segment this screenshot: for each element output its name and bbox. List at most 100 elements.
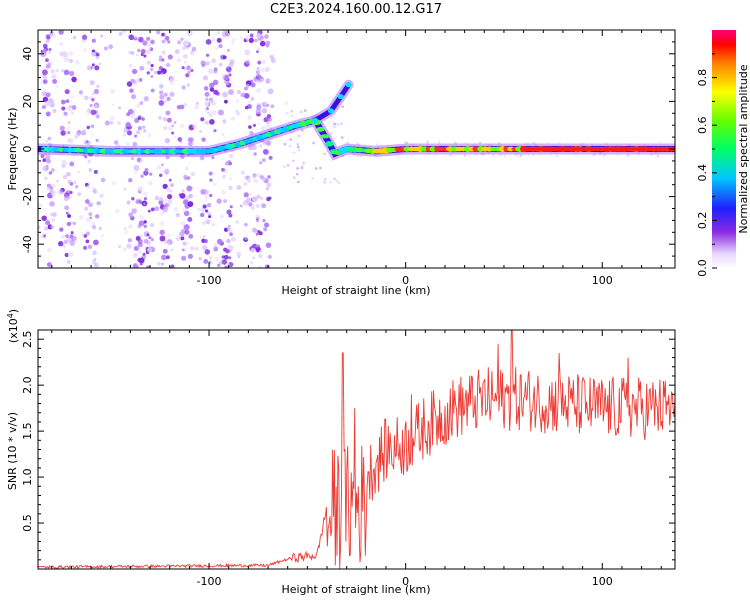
spectrogram-noise-point: [227, 244, 234, 251]
spectrogram-noise-point: [181, 66, 185, 70]
spectrogram-noise-point: [264, 222, 270, 228]
spectrogram-noise-point: [45, 63, 51, 69]
spectrogram-noise-point: [519, 154, 523, 157]
spectrogram-noise-point: [248, 192, 252, 196]
spectrogram-noise-point: [286, 164, 290, 167]
spectrogram-noise-point: [245, 83, 250, 88]
spectrogram-noise-point: [143, 129, 147, 133]
spectrogram-noise-point: [219, 260, 223, 265]
spectrogram-noise-point: [195, 101, 199, 105]
spectrogram-noise-point: [228, 73, 232, 77]
spectrogram-noise-point: [93, 262, 99, 268]
spectrogram-noise-point: [319, 166, 322, 170]
spectrogram-noise-point: [146, 265, 150, 268]
spectrogram-noise-point: [160, 221, 165, 226]
spectrogram-noise-point: [240, 170, 245, 175]
spectrogram-noise-point: [45, 164, 49, 168]
spectrogram-noise-point: [249, 33, 254, 38]
spectrogram-noise-point: [139, 159, 144, 163]
spectrogram-noise-point: [48, 171, 53, 175]
spectrogram-noise-point: [169, 91, 175, 97]
spectrogram-noise-point: [180, 221, 186, 226]
spectrogram-noise-point: [292, 151, 296, 154]
spectrogram-noise-point: [256, 194, 261, 199]
spectrogram-noise-point: [66, 259, 71, 264]
spectrogram-noise-point: [138, 200, 143, 204]
spectrogram-noise-point: [236, 251, 242, 257]
spectrogram-noise-point: [94, 104, 98, 108]
spectrogram-noise-point: [38, 202, 43, 209]
spectrogram-noise-point: [226, 65, 230, 69]
spectrogram-noise-point: [174, 135, 177, 139]
spectrogram-noise-point: [603, 153, 607, 157]
spectrogram-noise-point: [45, 111, 51, 117]
spectrogram-noise-point: [213, 243, 219, 249]
spectrogram-noise-point: [330, 115, 334, 119]
spectrogram-noise-point: [60, 234, 66, 239]
spectrogram-noise-point: [216, 238, 223, 245]
spectrogram-noise-point: [74, 134, 79, 140]
spectrogram-noise-point: [203, 86, 209, 91]
spectrogram-noise-point: [95, 138, 99, 142]
spectrogram-noise-point: [143, 54, 147, 58]
spectrogram-noise-point: [303, 109, 307, 112]
spectrogram-noise-point: [84, 199, 90, 204]
spectrogram-noise-point: [131, 208, 137, 214]
spectrogram-noise-point: [186, 185, 193, 192]
spectrogram-noise-point: [148, 236, 152, 240]
spectrogram-noise-point: [134, 171, 138, 175]
spectrogram-noise-point: [128, 178, 133, 183]
spectrogram-noise-point: [123, 227, 127, 231]
spectrogram-noise-point: [186, 30, 193, 36]
spectrogram-noise-point: [341, 105, 344, 108]
spectrogram-noise-point: [40, 235, 44, 239]
spectrogram-noise-point: [184, 229, 190, 235]
spectrogram-noise-point: [150, 75, 154, 78]
colorbar-tick-label: 0.2: [696, 212, 709, 230]
spectrogram-noise-point: [179, 104, 185, 110]
spectrogram-noise-point: [267, 254, 272, 259]
spectrogram-noise-point: [78, 215, 84, 220]
spectrogram-noise-point: [208, 99, 214, 104]
spectrogram-noise-point: [67, 131, 71, 135]
spectrogram-noise-point: [216, 31, 221, 35]
spectrogram-noise-point: [58, 189, 64, 195]
spectrogram-panel: -100 0 100 -40 -20 0 20 40 Height of straight …: [6, 29, 676, 297]
spectrogram-noise-point: [253, 123, 256, 127]
spectrogram-noise-point: [267, 117, 272, 122]
spectrogram-noise-point: [84, 206, 89, 211]
spectrogram-noise-point: [128, 50, 133, 55]
spectrogram-branch-core: [312, 82, 352, 123]
spectrogram-noise-point: [96, 84, 100, 88]
spectrogram-noise-point: [81, 39, 85, 44]
spectrogram-noise-point: [65, 99, 70, 103]
spectrogram-noise-point: [40, 154, 45, 159]
spectrogram-noise-point: [158, 116, 162, 120]
spectrogram-noise-point: [168, 178, 172, 182]
spectrogram-noise-point: [221, 133, 225, 136]
spectrogram-noise-point: [222, 55, 227, 60]
spectrogram-noise-point: [201, 221, 206, 225]
spectrogram-noise-point: [72, 236, 78, 242]
spectrogram-noise-point: [50, 224, 55, 229]
spectrogram-noise-point: [128, 212, 134, 218]
spectrogram-noise-point: [208, 214, 212, 219]
spectrogram-noise-point: [131, 68, 138, 75]
spectrogram-noise-point: [72, 35, 77, 40]
spectrogram-y-tick-label: -40: [21, 235, 34, 253]
spectrogram-noise-point: [264, 123, 271, 130]
spectrogram-noise-point: [63, 69, 70, 76]
spectrogram-noise-point: [232, 38, 236, 42]
spectrogram-noise-point: [165, 38, 169, 41]
spectrogram-noise-point: [335, 179, 339, 183]
spectrogram-noise-point: [269, 54, 274, 60]
spectrogram-noise-point: [70, 111, 75, 115]
spectrogram-noise-point: [63, 239, 69, 245]
spectrogram-noise-point: [60, 99, 66, 105]
spectrogram-noise-point: [133, 245, 140, 252]
spectrogram-noise-point: [146, 71, 150, 75]
spectrogram-noise-point: [261, 107, 268, 114]
spectrogram-noise-point: [203, 239, 208, 244]
spectrogram-noise-point: [153, 70, 158, 75]
